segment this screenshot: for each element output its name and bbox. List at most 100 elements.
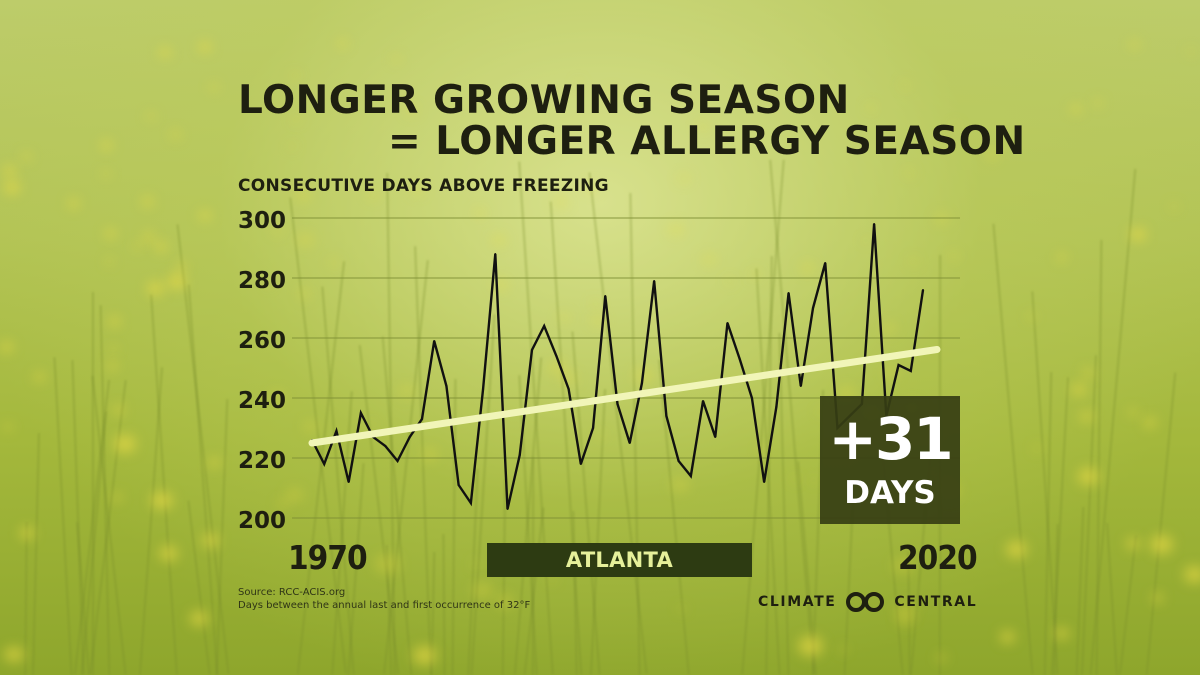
data-point	[469, 502, 472, 504]
data-point	[616, 403, 619, 405]
flower-blob	[171, 131, 181, 139]
flower-blob	[4, 646, 24, 663]
flower-blob	[269, 390, 286, 404]
city-label-bar: ATLANTA	[487, 543, 752, 577]
flower-blob	[792, 476, 799, 482]
data-point	[897, 364, 900, 366]
data-point	[628, 442, 631, 444]
data-point	[750, 397, 753, 399]
flower-blob	[106, 258, 114, 265]
flower-blob	[1072, 383, 1087, 395]
flower-blob	[4, 424, 13, 431]
flower-blob	[101, 141, 112, 150]
flower-blob	[839, 646, 846, 652]
data-point	[873, 223, 876, 225]
flower-blob	[904, 169, 915, 178]
data-point	[506, 508, 509, 510]
flower-blob	[1093, 99, 1102, 107]
flower-blob	[799, 261, 815, 274]
data-point	[592, 427, 595, 429]
flower-blob	[585, 182, 599, 193]
title-line-1: LONGER GROWING SEASON	[238, 78, 850, 123]
data-point	[445, 385, 448, 387]
flower-blob	[199, 210, 211, 221]
flower-blob	[112, 405, 124, 415]
flower-blob	[547, 576, 557, 584]
callout-value: +31	[828, 405, 953, 473]
flower-blob	[3, 166, 16, 177]
chart-subtitle: CONSECUTIVE DAYS ABOVE FREEZING	[238, 176, 609, 196]
flower-blob	[496, 594, 515, 609]
flower-blob	[147, 281, 165, 296]
flower-blob	[297, 233, 315, 247]
data-point	[763, 481, 766, 483]
flower-blob	[862, 238, 869, 244]
flower-blob	[34, 372, 45, 382]
source-note: Source: RCC-ACIS.org Days between the an…	[238, 586, 530, 612]
flower-blob	[19, 527, 34, 539]
flower-blob	[937, 654, 946, 662]
flower-blob	[1188, 48, 1195, 54]
flower-blob	[374, 553, 400, 574]
flower-blob	[288, 143, 297, 150]
flower-blob	[1149, 535, 1174, 555]
data-point	[824, 262, 827, 264]
flower-blob	[1170, 204, 1178, 210]
data-point	[384, 445, 387, 447]
flower-blob	[1055, 627, 1070, 640]
flower-blob	[304, 421, 318, 432]
flower-blob	[900, 81, 911, 89]
flower-blob	[265, 281, 273, 287]
flower-blob	[1057, 253, 1067, 261]
flower-blob	[677, 173, 690, 184]
flower-blob	[668, 223, 684, 236]
flower-blob	[678, 606, 685, 612]
flower-blob	[558, 313, 570, 323]
data-point	[494, 253, 497, 255]
data-point	[457, 484, 460, 486]
data-point	[640, 382, 643, 384]
flower-blob	[404, 104, 417, 115]
data-point	[543, 325, 546, 327]
data-point	[579, 463, 582, 465]
flower-blob	[1129, 228, 1147, 242]
flower-blob	[590, 300, 600, 308]
data-point	[347, 481, 350, 483]
data-point	[787, 292, 790, 294]
flower-blob	[550, 137, 562, 146]
flower-blob	[574, 81, 582, 87]
flower-blob	[1183, 565, 1200, 583]
flower-blob	[1033, 445, 1040, 451]
y-tick-label: 240	[238, 388, 286, 414]
flower-blob	[198, 41, 212, 52]
flower-blob	[1152, 593, 1163, 603]
source-line: Source: RCC-ACIS.org	[238, 587, 346, 598]
data-point	[775, 406, 778, 408]
flower-blob	[158, 546, 178, 562]
flower-blob	[811, 478, 818, 484]
flower-blob	[277, 498, 289, 508]
flower-blob	[553, 195, 568, 208]
flower-blob	[1080, 411, 1093, 422]
flower-blob	[987, 150, 998, 159]
flower-blob	[107, 362, 118, 370]
flower-blob	[151, 491, 173, 509]
flower-blob	[291, 115, 301, 123]
flower-blob	[1129, 409, 1138, 416]
flower-blob	[471, 561, 480, 568]
flower-blob	[473, 207, 487, 219]
flower-blob	[882, 322, 897, 334]
data-point	[604, 295, 607, 297]
increase-callout: +31 DAYS	[820, 396, 960, 524]
data-point	[567, 388, 570, 390]
title-line-2: = LONGER ALLERGY SEASON	[388, 119, 1026, 164]
y-tick-label: 260	[238, 328, 286, 354]
data-point	[555, 355, 558, 357]
flower-blob	[1144, 417, 1156, 427]
flower-blob	[393, 57, 400, 63]
flower-blob	[168, 274, 187, 289]
flower-blob	[272, 226, 283, 236]
data-point	[323, 463, 326, 465]
flower-blob	[0, 342, 13, 353]
